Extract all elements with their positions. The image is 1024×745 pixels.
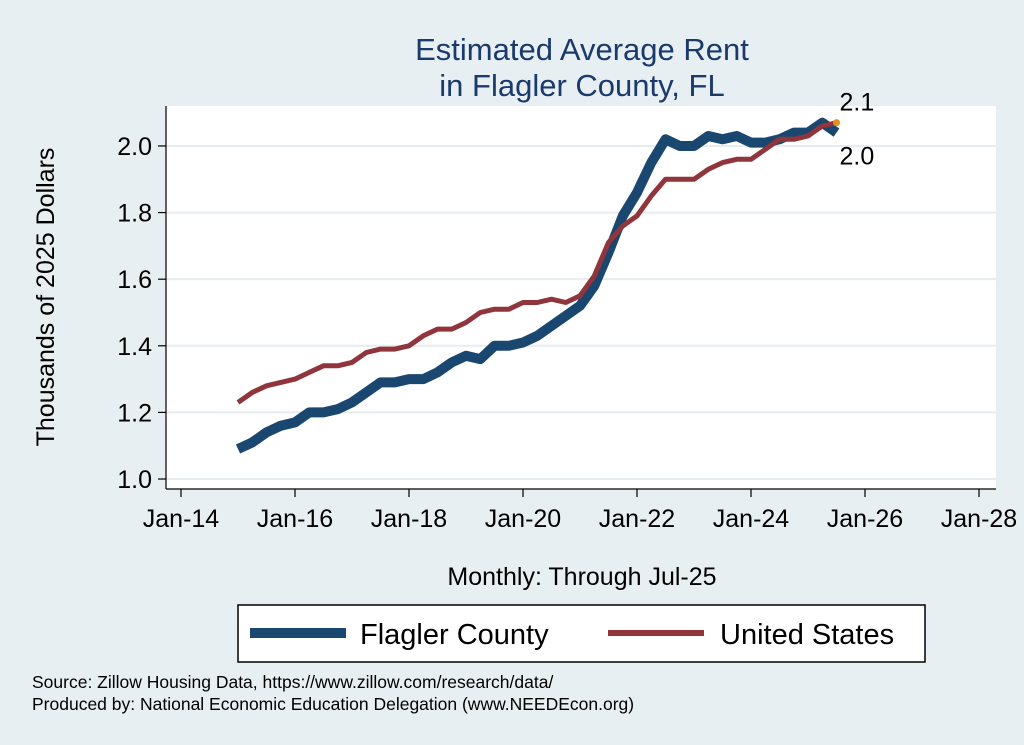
y-tick-label: 1.0 <box>117 466 152 494</box>
end-label-united-states: 2.1 <box>840 89 875 117</box>
chart-subtitle: in Flagler County, FL <box>439 68 724 103</box>
legend: Flagler County United States <box>237 604 926 663</box>
x-axis: Jan-14 Jan-16 Jan-18 Jan-20 Jan-22 Jan-24 Jan-… <box>143 488 1017 533</box>
y-tick-label: 2.0 <box>117 133 152 161</box>
y-axis-label: Thousands of 2025 Dollars <box>32 148 60 447</box>
x-tick-label: Jan-16 <box>257 505 333 533</box>
end-marker-united-states <box>833 119 840 127</box>
series-line-flagler <box>235 117 840 454</box>
y-tick-label: 1.4 <box>117 333 152 361</box>
x-tick-label: Jan-22 <box>599 505 675 533</box>
series-line-united-states <box>236 120 838 405</box>
x-tick-label: Jan-20 <box>485 505 561 533</box>
x-tick-label: Jan-14 <box>143 505 220 533</box>
series-lines <box>235 117 840 454</box>
y-tick-label: 1.2 <box>117 399 152 427</box>
y-tick-label: 1.8 <box>117 200 152 228</box>
y-axis: 1.0 1.2 1.4 1.6 1.8 2.0 <box>117 106 167 494</box>
source-line: Source: Zillow Housing Data, https://www… <box>32 672 553 692</box>
x-tick-label: Jan-26 <box>827 505 903 533</box>
x-tick-label: Jan-28 <box>941 505 1017 533</box>
y-tick-label: 1.6 <box>117 266 152 294</box>
legend-label-flagler: Flagler County <box>360 619 549 651</box>
producer-line: Produced by: National Economic Education… <box>32 694 634 714</box>
end-label-flagler: 2.0 <box>840 143 875 171</box>
end-labels: 2.1 2.0 <box>833 89 874 171</box>
x-tick-label: Jan-18 <box>371 505 447 533</box>
legend-box <box>237 604 926 663</box>
x-tick-label: Jan-24 <box>713 505 790 533</box>
legend-label-united-states: United States <box>720 619 894 651</box>
x-axis-label: Monthly: Through Jul-25 <box>447 563 716 591</box>
chart-title: Estimated Average Rent <box>415 32 749 67</box>
